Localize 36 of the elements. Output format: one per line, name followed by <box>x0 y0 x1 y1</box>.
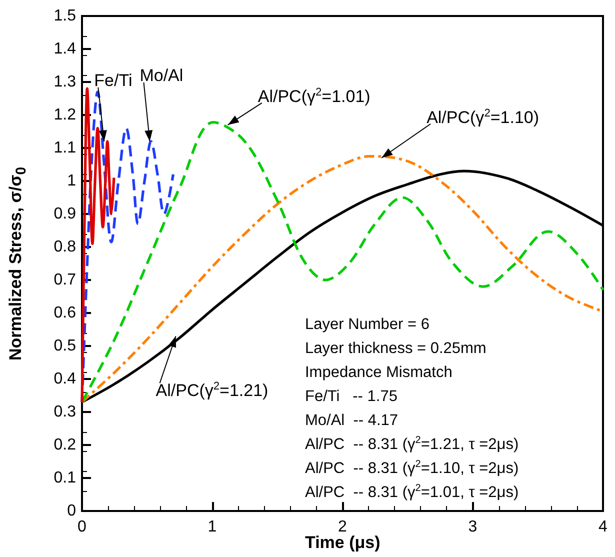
y-tick-label: 0.1 <box>54 470 76 486</box>
annotation: Layer thickness = 0.25mm <box>305 340 486 357</box>
y-tick-label: 0.9 <box>54 206 76 222</box>
x-tick-label: 3 <box>468 518 478 536</box>
y-tick-label: 1.5 <box>54 8 76 24</box>
x-axis-title: Time (μs) <box>305 533 380 553</box>
y-tick-label: 0.8 <box>54 238 76 256</box>
annotation: Al/PC(γ$^{2}$=1.21) <box>156 380 268 402</box>
annotation: Impedance Mismatch <box>305 364 452 381</box>
x-tick-label: 0 <box>78 518 87 536</box>
y-tick-label: 1 <box>67 172 76 190</box>
line-series <box>80 87 116 404</box>
y-tick-label: 1.4 <box>54 40 76 58</box>
y-tick-label: 1.3 <box>54 74 76 90</box>
y-tick-label: 0.5 <box>54 338 76 354</box>
x-tick-label: 4 <box>598 518 608 536</box>
annotation: Mo/Al -- 4.17 <box>305 412 398 429</box>
y-tick-label: 1.2 <box>54 106 76 124</box>
annotation: Fe/Ti <box>94 71 132 92</box>
y-tick-label: 0.2 <box>54 436 76 454</box>
y-tick-label: 0.3 <box>54 404 76 420</box>
annotation: Al/PC(γ$^{2}$=1.10) <box>426 107 540 128</box>
annotation: Layer Number = 6 <box>305 316 430 333</box>
y-tick-label: 0.6 <box>54 304 76 322</box>
annotation: Fe/Ti -- 1.75 <box>305 388 398 405</box>
y-tick-label: 0.7 <box>54 272 76 288</box>
annotation: Al/PC -- 8.31 (γ$^{2}$=1.21, τ =2μs) <box>305 434 519 453</box>
y-tick-label: 1.1 <box>54 140 76 156</box>
annotation: Al/PC -- 8.31 (γ$^{2}$=1.10, τ =2μs) <box>305 458 519 477</box>
x-tick-label: 2 <box>338 518 348 536</box>
annotation: Al/PC(γ$^{2}$=1.01) <box>258 86 370 107</box>
annotation: Mo/Al <box>140 66 184 86</box>
x-tick-label: 1 <box>208 518 217 536</box>
y-tick-label: 0.4 <box>54 370 76 388</box>
y-tick-label: 0 <box>67 502 76 520</box>
annotation: Al/PC -- 8.31 (γ$^{2}$=1.01, τ =2μs) <box>305 482 519 501</box>
